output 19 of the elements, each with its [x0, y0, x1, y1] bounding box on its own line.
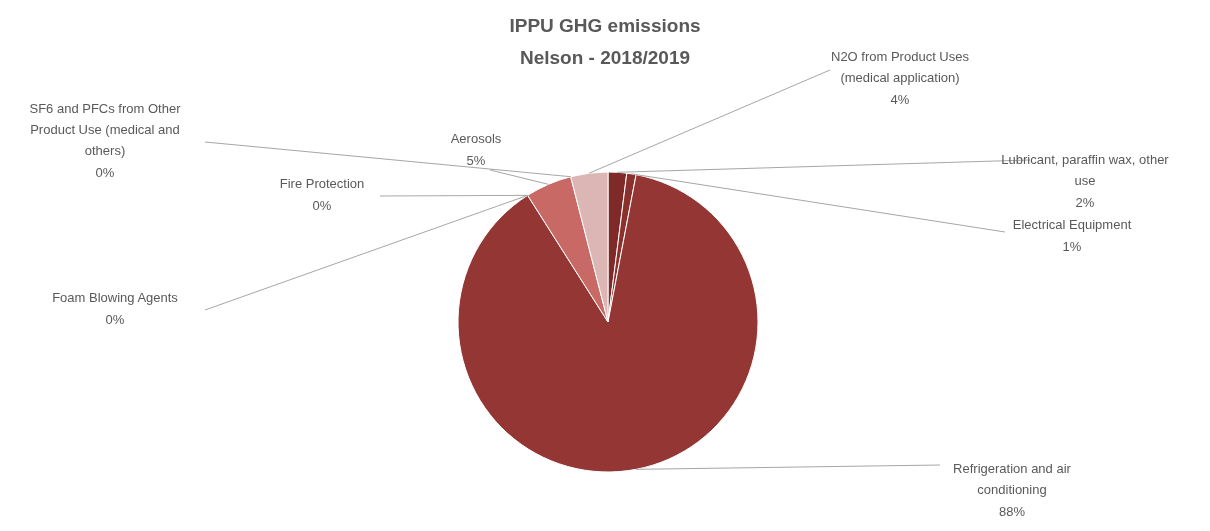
text: 0% — [312, 198, 332, 213]
category-label: Foam Blowing Agents — [52, 290, 178, 305]
category-label: SF6 and PFCs from Other Product Use (medical and others) — [29, 101, 181, 158]
data-label: 1% — [1062, 239, 1082, 254]
text: 0% — [95, 165, 115, 180]
data-label: 2% — [1075, 195, 1095, 210]
chart-subtitle: Nelson - 2018/2019 — [519, 47, 691, 68]
slice-label: Electrical Equipment — [1012, 217, 1132, 232]
chart-title: IPPU GHG emissions — [509, 15, 701, 36]
data-label: 4% — [890, 92, 910, 107]
slice-label: Refrigeration and air conditioning — [953, 461, 1072, 497]
data-label: 5% — [466, 153, 486, 168]
pie-slice — [457, 174, 759, 473]
text: 0% — [105, 312, 125, 327]
slice-label: Lubricant, paraffin wax, other use — [1001, 152, 1170, 188]
data-label: 88% — [998, 504, 1026, 519]
slice-label: Aerosols — [450, 131, 502, 146]
slice-label: N2O from Product Uses (medical application) — [831, 49, 970, 85]
category-label: Fire Protection — [279, 176, 365, 191]
